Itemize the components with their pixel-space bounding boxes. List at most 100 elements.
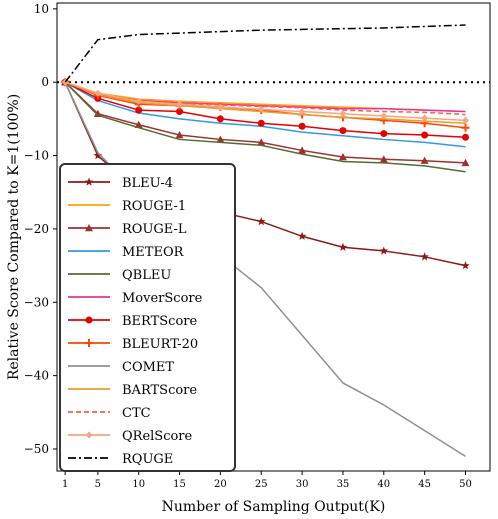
data-point-bleurt-20 xyxy=(461,123,470,132)
data-point-rouge-l xyxy=(298,146,307,154)
legend-label-moverscore: MoverScore xyxy=(122,291,203,306)
data-point-bertscore xyxy=(298,122,306,130)
data-point-bleu-4 xyxy=(297,231,307,240)
data-point-bertscore xyxy=(461,133,469,141)
legend-label-rouge-l: ROUGE-L xyxy=(122,222,187,237)
legend-marker-bertscore xyxy=(85,316,93,324)
legend-item-qrelscore: QRelScore xyxy=(68,429,193,444)
legend-label-rquge: RQUGE xyxy=(122,452,173,467)
data-point-bertscore xyxy=(135,106,143,114)
data-point-rouge-l xyxy=(175,131,184,139)
data-point-rouge-l xyxy=(379,155,388,163)
series-line-qbleu xyxy=(64,81,466,173)
data-point-qrelscore xyxy=(94,89,102,97)
data-point-bertscore xyxy=(421,131,429,139)
x-tick-label: 50 xyxy=(459,479,472,490)
legend-item-bartscore: BARTScore xyxy=(68,383,197,398)
x-tick-label: 10 xyxy=(132,479,145,490)
legend-item-meteor: METEOR xyxy=(68,245,185,260)
data-point-bleu-4 xyxy=(420,252,429,261)
data-point-bleu-4 xyxy=(256,217,266,226)
legend-label-bartscore: BARTScore xyxy=(122,383,197,398)
data-point-qrelscore xyxy=(135,97,143,105)
legend-label-qbleu: QBLEU xyxy=(122,268,171,283)
data-point-bertscore xyxy=(216,115,224,123)
x-tick-label: 5 xyxy=(95,479,101,490)
legend-label-bleu-4: BLEU-4 xyxy=(122,176,173,191)
legend-label-ctc: CTC xyxy=(122,406,151,421)
data-point-bleu-4 xyxy=(93,151,103,160)
legend: BLEU-4 ROUGE-1 ROUGE-L METEOR QBLEU MoverScor… xyxy=(59,163,236,472)
legend-label-rouge-1: ROUGE-1 xyxy=(122,199,186,214)
plot-area-frame xyxy=(56,2,491,472)
data-point-qrelscore xyxy=(339,110,347,118)
series-rquge xyxy=(64,24,466,83)
legend-marker-rouge-l xyxy=(85,224,93,232)
data-point-qrelscore xyxy=(461,116,469,124)
series-line-rquge xyxy=(64,24,466,83)
legend-label-comet: COMET xyxy=(122,360,174,375)
legend-item-bertscore: BERTScore xyxy=(68,314,198,329)
data-point-rouge-l xyxy=(420,156,429,164)
legend-item-rouge-l: ROUGE-L xyxy=(68,222,187,237)
y-tick-label: 10 xyxy=(34,2,49,16)
data-point-bleu-4 xyxy=(379,246,389,255)
legend-item-qbleu: QBLEU xyxy=(68,268,171,283)
x-tick-label: 35 xyxy=(337,479,350,490)
x-tick-label: 45 xyxy=(418,479,431,490)
legend-item-ctc: CTC xyxy=(68,406,151,421)
legend-label-bertscore: BERTScore xyxy=(122,314,198,329)
data-point-rouge-l xyxy=(338,153,347,161)
x-axis-title: Number of Sampling Output(K) xyxy=(162,499,386,515)
x-tick-label: 25 xyxy=(255,479,268,490)
legend-label-meteor: METEOR xyxy=(122,245,185,260)
series-rouge-l xyxy=(61,78,470,167)
y-axis-title: Relative Score Compared to K=1(100%) xyxy=(6,94,22,380)
y-tick-label: 0 xyxy=(41,75,49,89)
legend-item-comet: COMET xyxy=(68,360,174,375)
data-point-bertscore xyxy=(257,119,265,127)
series-line-meteor xyxy=(64,81,466,148)
data-point-rouge-l xyxy=(257,138,266,146)
data-point-qrelscore xyxy=(257,105,265,113)
series-meteor xyxy=(64,81,466,148)
data-point-rouge-l xyxy=(216,135,225,143)
legend-marker-bleurt-20 xyxy=(85,339,93,347)
legend-item-moverscore: MoverScore xyxy=(68,291,203,306)
legend-label-qrelscore: QRelScore xyxy=(122,429,193,444)
legend-label-bleurt-20: BLEURT-20 xyxy=(122,337,198,352)
data-point-qrelscore xyxy=(421,114,429,122)
y-tick-label: −50 xyxy=(24,442,49,456)
legend-marker-qrelscore xyxy=(85,431,93,439)
legend-item-rquge: RQUGE xyxy=(68,452,173,467)
y-tick-label: −20 xyxy=(24,222,49,236)
legend-item-bleu-4: BLEU-4 xyxy=(68,176,173,191)
y-axis: 10 0 −10 −20 −30 −40 −50 xyxy=(24,2,57,456)
x-tick-label: 40 xyxy=(377,479,390,490)
data-point-qrelscore xyxy=(380,112,388,120)
x-tick-label: 1 xyxy=(62,479,68,490)
y-tick-label: −30 xyxy=(24,295,49,309)
data-point-bertscore xyxy=(380,130,388,138)
data-point-bertscore xyxy=(176,108,184,116)
data-point-bleu-4 xyxy=(461,261,470,270)
y-tick-label: −10 xyxy=(24,149,49,163)
legend-marker-bleu-4 xyxy=(84,177,94,186)
legend-item-rouge-1: ROUGE-1 xyxy=(68,199,186,214)
x-tick-label: 30 xyxy=(296,479,309,490)
data-point-rouge-l xyxy=(134,120,143,128)
series-qbleu xyxy=(64,81,466,173)
y-tick-label: −40 xyxy=(24,369,49,383)
data-point-bertscore xyxy=(339,127,347,135)
data-point-qrelscore xyxy=(298,108,306,116)
data-point-qrelscore xyxy=(176,100,184,108)
x-tick-label: 15 xyxy=(173,479,186,490)
data-point-bleu-4 xyxy=(338,242,348,251)
legend-box xyxy=(59,163,236,472)
legend-item-bleurt-20: BLEURT-20 xyxy=(68,337,198,352)
series-qrelscore xyxy=(61,78,469,124)
data-point-qrelscore xyxy=(216,103,224,111)
x-axis: 1 5 10 15 20 25 30 35 40 45 50 xyxy=(62,471,472,490)
x-tick-label: 20 xyxy=(214,479,227,490)
